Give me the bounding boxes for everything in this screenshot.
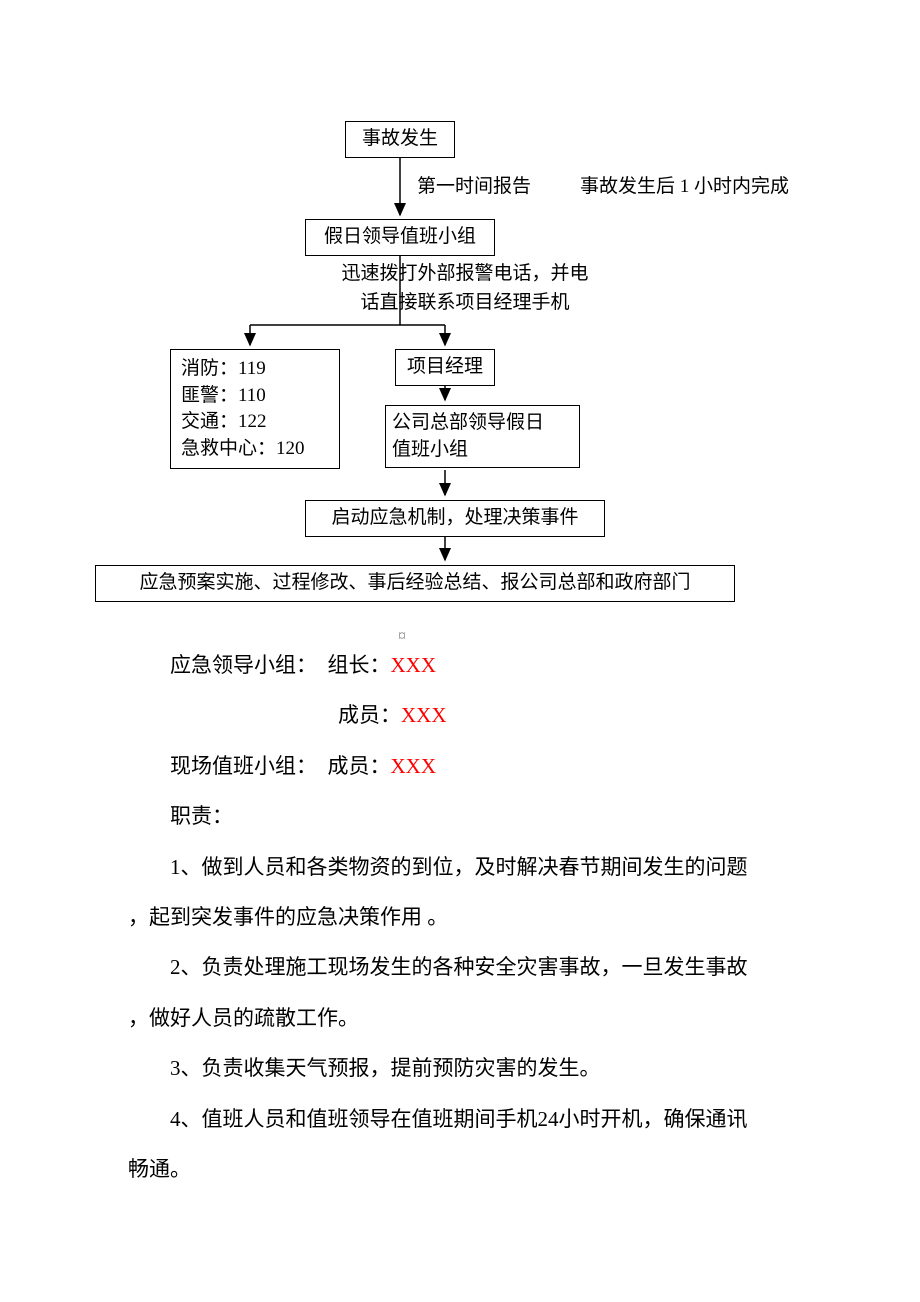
flowchart: 事故发生 第一时间报告 事故发生后 1 小时内完成 假日领导值班小组 迅速拨打外…: [105, 115, 845, 625]
flowchart-node-incident: 事故发生: [345, 121, 455, 158]
flowchart-edge-label-call-line1: 迅速拨打外部报警电话，并电: [341, 263, 588, 284]
duty-4-line-a: 4、值班人员和值班领导在值班期间手机24小时开机，确保通讯: [128, 1094, 798, 1144]
duty-1-line-a: 1、做到人员和各类物资的到位，及时解决春节期间发生的问题: [128, 842, 798, 892]
emergency-traffic: 交通：122: [181, 411, 267, 432]
emergency-ambulance: 急救中心：120: [181, 438, 305, 459]
flowchart-edge-label-first-report: 第一时间报告: [417, 173, 531, 202]
onsite-group-line: 现场值班小组： 成员：XXX: [128, 741, 798, 791]
flowchart-edge-label-call: 迅速拨打外部报警电话，并电 话直接联系项目经理手机: [315, 260, 615, 317]
flowchart-node-hq-team-line1: 公司总部领导假日: [392, 412, 544, 433]
onsite-group-label: 现场值班小组：: [170, 754, 317, 778]
flowchart-node-implement: 应急预案实施、过程修改、事后经验总结、报公司总部和政府部门: [95, 565, 735, 602]
emergency-group-member-label: 成员：: [338, 703, 401, 727]
flowchart-node-activate: 启动应急机制，处理决策事件: [305, 500, 605, 537]
duty-3: 3、负责收集天气预报，提前预防灾害的发生。: [128, 1043, 798, 1093]
emergency-group-leader-value: XXX: [391, 653, 437, 677]
flowchart-node-hq-team: 公司总部领导假日 值班小组: [385, 405, 580, 468]
flowchart-node-hq-team-line2: 值班小组: [392, 439, 468, 460]
onsite-group-member-label: 成员：: [328, 754, 391, 778]
document-body: 应急领导小组： 组长：XXX 成员：XXX 现场值班小组： 成员：XXX 职责：…: [128, 640, 798, 1194]
emergency-group-member-line: 成员：XXX: [128, 690, 798, 740]
duty-4-line-b: 畅通。: [128, 1144, 798, 1194]
duties-heading: 职责：: [128, 791, 798, 841]
emergency-group-label: 应急领导小组：: [170, 653, 317, 677]
emergency-fire: 消防：119: [181, 358, 266, 379]
flowchart-node-emergency-numbers: 消防：119 匪警：110 交通：122 急救中心：120: [170, 349, 340, 469]
flowchart-side-note: 事故发生后 1 小时内完成: [580, 173, 789, 202]
flowchart-node-holiday-team: 假日领导值班小组: [305, 219, 495, 256]
onsite-group-member-value: XXX: [391, 754, 437, 778]
emergency-police: 匪警：110: [181, 385, 266, 406]
emergency-group-member-value: XXX: [401, 703, 447, 727]
emergency-group-line: 应急领导小组： 组长：XXX: [128, 640, 798, 690]
emergency-group-leader-label: 组长：: [328, 653, 391, 677]
flowchart-node-project-manager: 项目经理: [395, 349, 495, 386]
duty-2-line-a: 2、负责处理施工现场发生的各种安全灾害事故，一旦发生事故: [128, 942, 798, 992]
duty-2-line-b: ，做好人员的疏散工作。: [128, 993, 798, 1043]
duty-1-line-b: ，起到突发事件的应急决策作用 。: [128, 892, 798, 942]
flowchart-edge-label-call-line2: 话直接联系项目经理手机: [360, 292, 569, 313]
